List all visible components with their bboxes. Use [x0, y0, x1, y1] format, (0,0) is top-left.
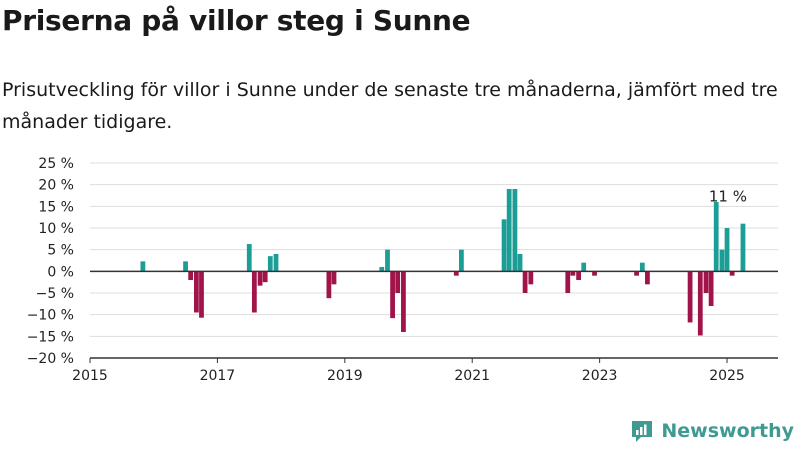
- bar: [703, 271, 709, 293]
- bar: [453, 271, 459, 276]
- bar: [273, 254, 279, 272]
- brand: Newsworthy: [629, 416, 794, 446]
- bar: [713, 202, 719, 272]
- bar: [687, 271, 693, 323]
- bar: [267, 256, 273, 272]
- bar: [251, 271, 257, 313]
- bar: [528, 271, 534, 285]
- bar: [262, 271, 268, 283]
- bar: [390, 271, 395, 319]
- bar: [193, 271, 199, 313]
- bar: [326, 271, 332, 299]
- bar: [385, 249, 390, 272]
- y-tick-label: −20 %: [27, 351, 74, 367]
- bars: [90, 189, 778, 336]
- bar: [576, 271, 581, 280]
- y-tick-label: −5 %: [36, 286, 74, 302]
- bar: [183, 261, 188, 272]
- bar: [246, 244, 252, 272]
- bar: [522, 271, 528, 293]
- x-tick-label: 2017: [200, 368, 236, 384]
- bar: [724, 228, 730, 272]
- bar: [719, 249, 725, 272]
- bar: [645, 271, 650, 285]
- bar-chart: 25 % 20 % 15 % 10 % 5 % 0 % −5 % −10 % −15 % −20 …: [27, 156, 778, 384]
- latest-value-annotation: 11 %: [709, 188, 747, 206]
- bar: [740, 223, 746, 272]
- x-tick-label: 2019: [327, 368, 363, 384]
- x-axis-labels: 2015 2017 2019 2021 2023 2025: [72, 368, 745, 384]
- bar: [697, 271, 703, 336]
- y-tick-label: −10 %: [27, 308, 74, 324]
- y-tick-label: 10 %: [38, 221, 74, 237]
- bar: [459, 249, 464, 272]
- bar: [708, 271, 714, 306]
- bar: [517, 254, 523, 272]
- bar: [257, 271, 263, 286]
- y-tick-label: 5 %: [47, 243, 74, 259]
- bar: [188, 271, 194, 280]
- page-title: Priserna på villor steg i Sunne: [2, 4, 471, 37]
- bar: [331, 271, 337, 285]
- y-tick-label: 25 %: [38, 156, 74, 172]
- bar: [199, 271, 204, 318]
- page-subtitle: Prisutveckling för villor i Sunne under …: [2, 79, 778, 133]
- x-tick-label: 2021: [454, 368, 490, 384]
- y-tick-label: 0 %: [47, 264, 74, 280]
- bar: [639, 262, 645, 272]
- bar: [379, 267, 385, 272]
- x-tick-label: 2015: [72, 368, 108, 384]
- bar: [570, 271, 576, 276]
- bar: [506, 189, 512, 272]
- bar: [729, 271, 735, 276]
- y-axis-labels: 25 % 20 % 15 % 10 % 5 % 0 % −5 % −10 % −15 % −20 …: [27, 156, 74, 367]
- x-tick-label: 2025: [709, 368, 745, 384]
- bar: [581, 262, 587, 272]
- bar: [512, 189, 518, 272]
- bar: [565, 271, 571, 293]
- y-tick-label: 15 %: [38, 199, 74, 215]
- y-tick-label: 20 %: [38, 178, 74, 194]
- bar: [401, 271, 406, 332]
- bar: [501, 219, 507, 272]
- x-axis: [89, 357, 778, 363]
- newsworthy-logo-icon: [632, 421, 653, 442]
- brand-name: Newsworthy: [661, 420, 794, 442]
- bar: [395, 271, 401, 293]
- grid-lines: [90, 162, 778, 337]
- y-tick-label: −15 %: [27, 329, 74, 345]
- x-tick-label: 2023: [582, 368, 618, 384]
- bar: [592, 271, 597, 276]
- bar: [634, 271, 639, 276]
- bar: [140, 261, 146, 272]
